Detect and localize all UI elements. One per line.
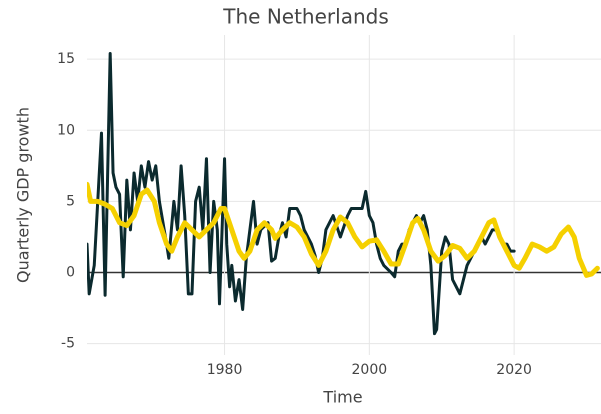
y-tick-label: -5 (61, 336, 75, 352)
y-tick-label: 0 (66, 265, 75, 281)
x-tick-label: 1980 (207, 362, 243, 378)
x-axis-title: Time (322, 388, 362, 407)
y-tick-label: 10 (57, 122, 75, 138)
y-axis-title: Quarterly GDP growth (14, 107, 33, 283)
x-tick-label: 2020 (496, 362, 532, 378)
data-line (87, 51, 516, 336)
x-tick-label: 2000 (352, 362, 388, 378)
y-tick-label: 15 (57, 51, 75, 67)
plot-area (87, 51, 600, 336)
chart-title: The Netherlands (222, 5, 388, 29)
data-line (87, 181, 600, 278)
y-tick-label: 5 (66, 193, 75, 209)
